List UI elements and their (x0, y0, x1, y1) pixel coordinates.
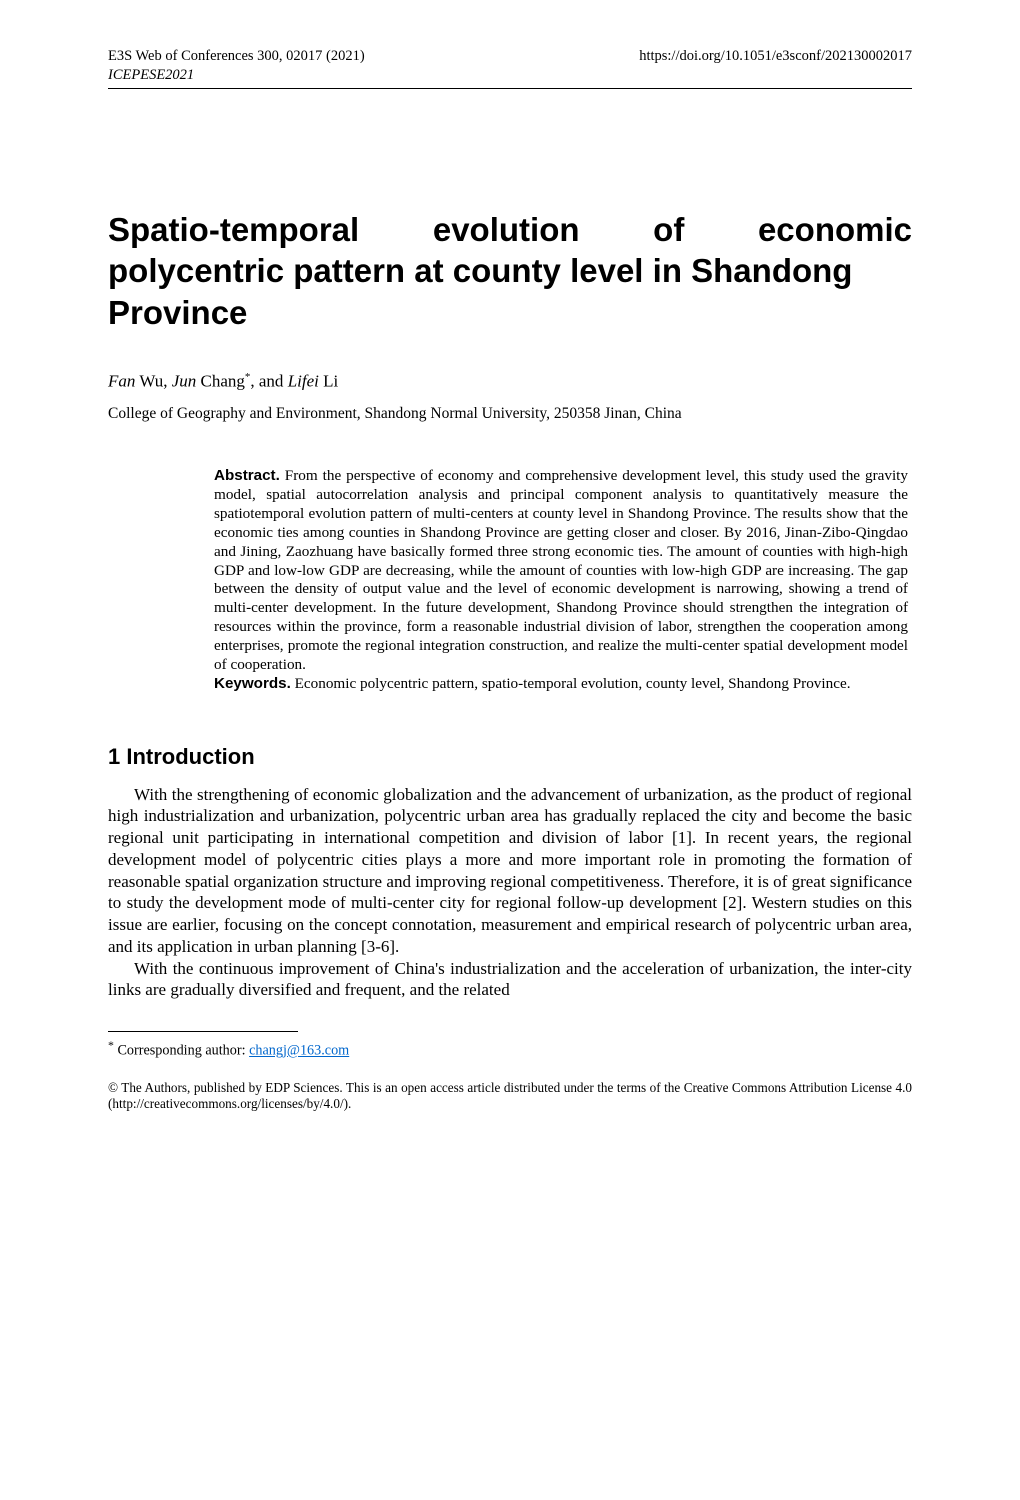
title-word: evolution (433, 209, 580, 250)
header-right: https://doi.org/10.1051/e3sconf/20213000… (639, 48, 912, 65)
author-given: Fan (108, 371, 135, 390)
author-given: Jun (172, 371, 197, 390)
body-text: With the strengthening of economic globa… (108, 784, 912, 1002)
corresponding-email-link[interactable]: changj@163.com (249, 1043, 349, 1059)
author-family: Chang (196, 371, 245, 390)
author-sep: , and (250, 371, 287, 390)
abstract-text: From the perspective of economy and comp… (214, 467, 908, 672)
header-sub: ICEPESE2021 (108, 67, 912, 84)
paragraph: With the continuous improvement of China… (108, 958, 912, 1002)
keywords-text: Economic polycentric pattern, spatio-tem… (291, 675, 851, 692)
footnote-rule (108, 1031, 298, 1032)
paragraph: With the strengthening of economic globa… (108, 784, 912, 958)
title-line-3: Province (108, 292, 912, 333)
title-word: of (653, 209, 684, 250)
author-family: Wu, (135, 371, 171, 390)
page: E3S Web of Conferences 300, 02017 (2021)… (0, 0, 1020, 1500)
affiliation: College of Geography and Environment, Sh… (108, 405, 912, 423)
section-heading-introduction: 1 Introduction (108, 744, 912, 770)
header-left: E3S Web of Conferences 300, 02017 (2021) (108, 48, 365, 65)
article-title: Spatio-temporal evolution of economic po… (108, 209, 912, 333)
title-line-1: Spatio-temporal evolution of economic (108, 209, 912, 250)
title-word: Spatio-temporal (108, 209, 359, 250)
abstract-label: Abstract. (214, 467, 280, 484)
abstract-block: Abstract. From the perspective of econom… (214, 467, 908, 693)
running-header: E3S Web of Conferences 300, 02017 (2021)… (108, 48, 912, 65)
title-word: economic (758, 209, 912, 250)
author-family: Li (319, 371, 338, 390)
title-line-2: polycentric pattern at county level in S… (108, 250, 912, 291)
author-given: Lifei (288, 371, 319, 390)
footnote-text: Corresponding author: (114, 1043, 249, 1059)
footnote: * Corresponding author: changj@163.com (108, 1038, 912, 1060)
keywords-label: Keywords. (214, 675, 291, 692)
header-rule (108, 88, 912, 89)
authors-line: Fan Wu, Jun Chang*, and Lifei Li (108, 371, 912, 392)
license-text: © The Authors, published by EDP Sciences… (108, 1080, 912, 1113)
